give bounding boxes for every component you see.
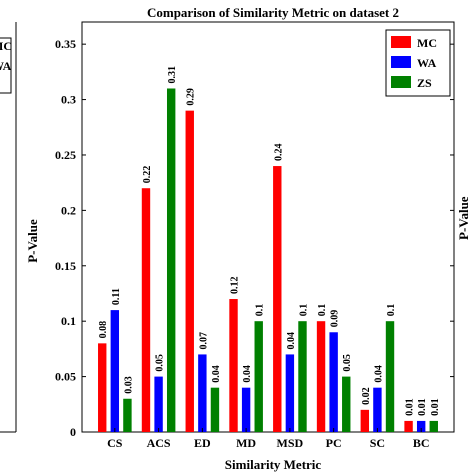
y-tick-label: 0.1 — [61, 314, 76, 328]
bar-wa-msd — [285, 354, 295, 432]
x-ticks: CS ACS ED MD MSD PC SC BC — [107, 428, 430, 450]
y-ticks: 0 0.05 0.1 0.15 0.2 0.25 0.3 0.35 — [55, 37, 454, 439]
bar-value-label: 0.1 — [255, 304, 266, 317]
legend-label-mc: MC — [417, 36, 437, 50]
bar-zs-ed — [210, 387, 220, 432]
bar-mc-md — [229, 299, 238, 432]
bar-value-label: 0.07 — [198, 332, 209, 350]
bar-zs-cs — [123, 398, 132, 432]
bar-value-label: 0.04 — [286, 332, 297, 350]
bar-wa-cs — [110, 310, 120, 432]
bar-zs-acs — [166, 88, 176, 433]
bar-value-label: 0.1 — [386, 304, 397, 317]
x-axis-label: Similarity Metric — [225, 457, 322, 472]
bar-value-label: 0.31 — [167, 66, 178, 84]
y-tick-label: 0.3 — [61, 93, 76, 107]
x-tick-label-pc: PC — [326, 436, 342, 450]
bar-value-label: 0.1 — [317, 304, 328, 317]
x-tick-label-acs: ACS — [147, 436, 171, 450]
legend-label-wa: WA — [417, 56, 437, 70]
chart-title: Comparison of Similarity Metric on datas… — [147, 5, 399, 20]
legend-swatch-zs — [391, 76, 411, 88]
y-axis-label: P-Value — [25, 219, 40, 263]
bar-wa-acs — [154, 376, 163, 432]
bar-zs-sc — [385, 321, 395, 432]
y-tick-label: 0 — [70, 425, 76, 439]
legend-label-zs: ZS — [417, 76, 432, 90]
left-panel-legend-wa: WA — [0, 59, 12, 73]
axes-box — [81, 21, 455, 433]
bar-wa-md — [241, 387, 251, 432]
bar-value-label: 0.1 — [298, 304, 309, 317]
bar-wa-sc — [373, 387, 382, 432]
plot-area — [81, 21, 455, 433]
bar-value-label: 0.04 — [211, 365, 222, 383]
bar-zs-md — [254, 321, 263, 432]
y-tick-label: 0.2 — [61, 203, 76, 217]
bar-value-label: 0.11 — [111, 288, 122, 305]
x-tick-label-bc: BC — [413, 436, 430, 450]
y-tick-label: 0.15 — [55, 259, 76, 273]
bar-value-label: 0.01 — [430, 398, 441, 416]
y-tick-label: 0.05 — [55, 370, 76, 384]
bar-mc-bc — [404, 420, 413, 432]
bar-value-label: 0.08 — [98, 321, 109, 339]
x-tick-label-md: MD — [236, 436, 256, 450]
y-tick-label: 0.25 — [55, 148, 76, 162]
left-panel-legend-mc: MC — [0, 39, 12, 53]
bar-wa-ed — [198, 354, 207, 432]
bar-mc-acs — [141, 188, 151, 432]
x-tick-label-sc: SC — [370, 436, 385, 450]
bar-value-label: 0.04 — [242, 365, 253, 383]
bar-labels: 0.08 0.11 0.03 0.22 0.05 0.31 0.29 0.07 0.04 0.12… — [98, 66, 441, 416]
bar-zs-bc — [429, 420, 438, 432]
bar-zs-pc — [342, 376, 351, 432]
bar-value-label: 0.04 — [373, 365, 384, 383]
bar-value-label: 0.12 — [230, 277, 241, 295]
legend: MC WA ZS — [385, 29, 451, 97]
bar-wa-pc — [329, 332, 338, 432]
left-panel-legend-box — [0, 37, 12, 94]
x-tick-label-cs: CS — [107, 436, 123, 450]
legend-swatch-mc — [391, 36, 411, 48]
bar-mc-ed — [185, 110, 194, 432]
bar-value-label: 0.09 — [330, 310, 341, 328]
x-tick-label-msd: MSD — [277, 436, 304, 450]
bar-value-label: 0.02 — [361, 387, 372, 405]
legend-swatch-wa — [391, 56, 411, 68]
x-tick-label-ed: ED — [194, 436, 211, 450]
bar-wa-bc — [416, 420, 426, 432]
bar-value-label: 0.29 — [186, 88, 197, 106]
bar-mc-sc — [360, 409, 370, 432]
right-panel-ylabel-fragment: P-Value — [456, 196, 471, 240]
bar-value-label: 0.24 — [273, 144, 284, 162]
bar-zs-msd — [298, 321, 307, 432]
bar-value-label: 0.22 — [142, 166, 153, 184]
bars — [98, 88, 438, 433]
bar-value-label: 0.05 — [342, 354, 353, 372]
y-tick-label: 0.35 — [55, 37, 76, 51]
bar-value-label: 0.03 — [123, 376, 134, 394]
left-panel-fragment: MC WA — [0, 22, 17, 433]
bar-mc-msd — [273, 166, 282, 432]
bar-value-label: 0.01 — [417, 398, 428, 416]
bar-mc-pc — [316, 321, 326, 432]
bar-value-label: 0.05 — [155, 354, 166, 372]
bar-mc-cs — [98, 343, 107, 432]
bar-value-label: 0.01 — [405, 398, 416, 416]
